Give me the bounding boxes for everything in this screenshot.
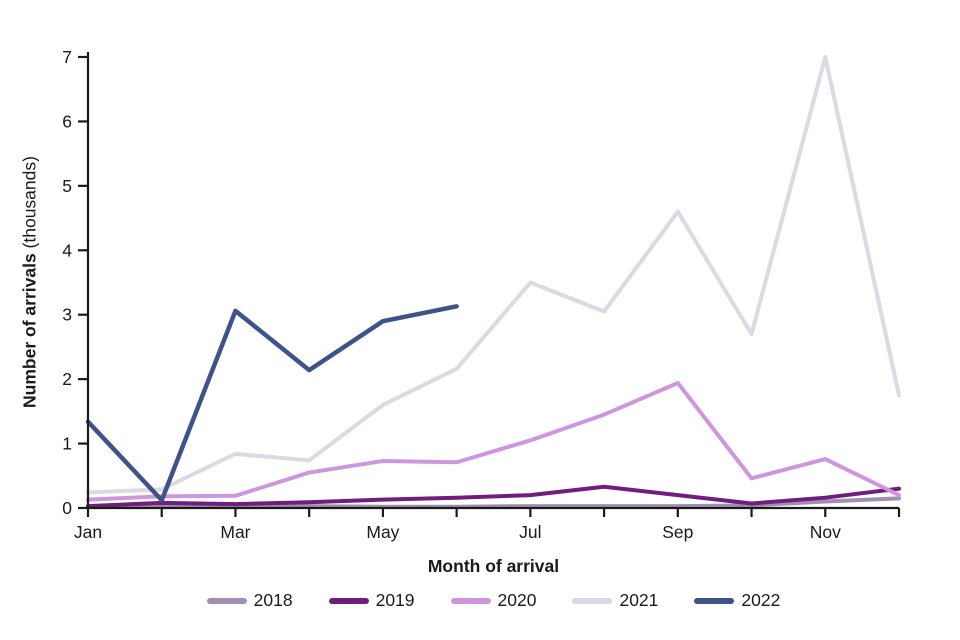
x-tick-label-Jan: Jan <box>74 522 102 542</box>
y-tick-label-7: 7 <box>62 47 72 67</box>
chart-legend: 2018 2019 2020 2021 2022 <box>88 590 899 611</box>
legend-item-2020: 2020 <box>450 590 537 611</box>
legend-swatch-2022 <box>694 597 735 604</box>
series-line-2019 <box>86 484 901 509</box>
series-line-2018 <box>86 496 901 509</box>
legend-item-2022: 2022 <box>694 590 780 611</box>
y-tick-label-5: 5 <box>62 176 72 196</box>
x-tick-label-Mar: Mar <box>220 522 250 542</box>
legend-swatch-2019 <box>328 597 369 604</box>
legend-item-2018: 2018 <box>206 590 293 611</box>
y-tick-label-3: 3 <box>62 305 72 325</box>
legend-label-2022: 2022 <box>741 590 781 610</box>
legend-item-2021: 2021 <box>572 590 658 611</box>
y-axis-title: Number of arrivals (thousands) <box>20 156 41 408</box>
legend-label-2019: 2019 <box>375 590 415 610</box>
x-tick-label-May: May <box>366 522 399 542</box>
y-axis-title-unit: (thousands) <box>19 156 40 254</box>
series-line-2022 <box>85 304 459 503</box>
y-tick-label-4: 4 <box>62 240 72 260</box>
y-tick-label-6: 6 <box>62 111 72 131</box>
x-axis-title: Month of arrival <box>427 556 560 576</box>
x-tick-label-Nov: Nov <box>810 522 841 542</box>
legend-swatch-2021 <box>572 597 613 604</box>
legend-label-2020: 2020 <box>497 590 537 610</box>
x-tick-label-Jul: Jul <box>519 522 541 542</box>
legend-swatch-2018 <box>206 597 247 604</box>
y-axis-title-main: Number of arrivals <box>19 253 40 408</box>
y-tick-label-1: 1 <box>62 434 72 454</box>
legend-swatch-2020 <box>450 597 491 604</box>
legend-label-2021: 2021 <box>619 590 659 610</box>
legend-label-2018: 2018 <box>253 590 293 610</box>
y-tick-label-2: 2 <box>62 369 72 389</box>
x-tick-label-Sep: Sep <box>662 522 693 542</box>
legend-item-2019: 2019 <box>328 590 415 611</box>
series-line-2020 <box>86 381 901 502</box>
series-line-2021 <box>86 55 901 495</box>
y-tick-label-0: 0 <box>62 498 72 518</box>
